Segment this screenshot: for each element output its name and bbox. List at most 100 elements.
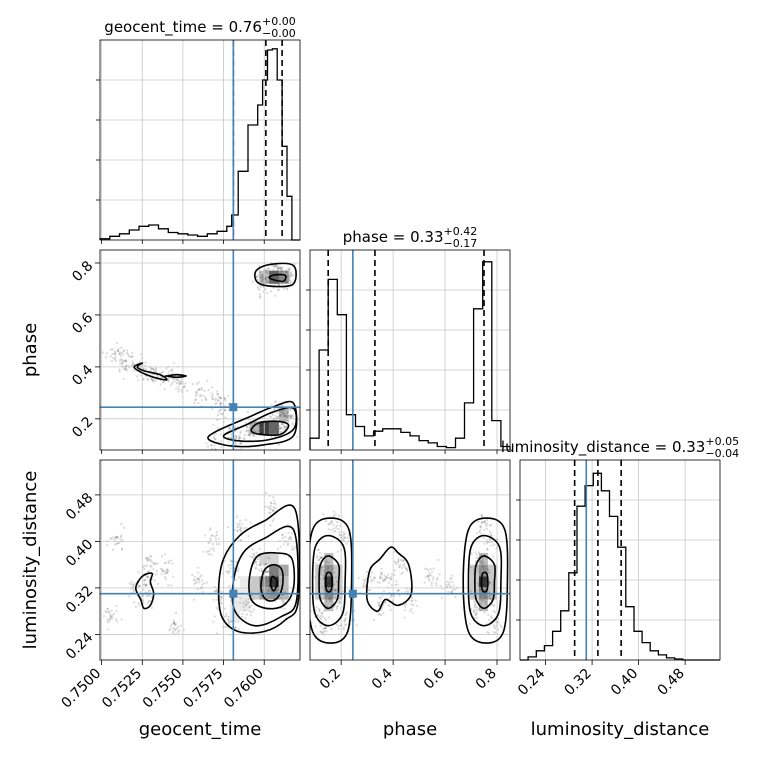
- scatter-point: [239, 528, 242, 531]
- scatter-point: [282, 543, 285, 546]
- scatter-point: [151, 368, 155, 371]
- scatter-point: [289, 414, 292, 417]
- scatter-point: [287, 279, 291, 282]
- scatter-point: [336, 550, 339, 553]
- scatter-point: [247, 429, 251, 433]
- scatter-point: [277, 443, 280, 447]
- scatter-point: [264, 268, 267, 271]
- scatter-point: [104, 610, 107, 613]
- scatter-point: [150, 377, 153, 380]
- scatter-point: [171, 371, 174, 374]
- scatter-point: [173, 380, 176, 383]
- histogram-phase: [309, 261, 511, 450]
- scatter-point: [115, 620, 119, 623]
- scatter-point: [197, 578, 200, 582]
- scatter-point: [341, 539, 344, 542]
- scatter-point: [483, 595, 486, 598]
- scatter-point: [261, 426, 264, 429]
- scatter-point: [105, 611, 108, 614]
- scatter-point: [248, 433, 251, 436]
- scatter-point: [261, 279, 264, 283]
- scatter-point: [275, 425, 278, 428]
- scatter-point: [286, 415, 289, 418]
- scatter-point: [172, 575, 175, 578]
- scatter-point: [319, 614, 322, 618]
- scatter-point: [261, 569, 264, 572]
- scatter-point: [235, 436, 238, 439]
- scatter-point: [477, 581, 480, 584]
- scatter-point: [133, 601, 136, 604]
- scatter-point: [198, 581, 201, 584]
- scatter-point: [268, 508, 271, 511]
- scatter-point: [451, 574, 454, 577]
- scatter-point: [363, 582, 366, 585]
- scatter-point: [259, 295, 262, 298]
- scatter-point: [281, 282, 284, 285]
- scatter-point: [278, 270, 282, 273]
- contour-line: [365, 546, 413, 613]
- scatter-point: [126, 349, 129, 352]
- scatter-point: [115, 536, 118, 539]
- scatter-point: [291, 422, 294, 425]
- scatter-point: [154, 562, 157, 565]
- scatter-point: [201, 394, 204, 397]
- scatter-point: [431, 578, 435, 581]
- scatter-point: [239, 530, 242, 533]
- scatter-point: [383, 601, 386, 604]
- scatter-point: [264, 429, 267, 433]
- scatter-point: [369, 575, 372, 578]
- scatter-point: [133, 583, 136, 587]
- scatter-point: [483, 520, 486, 523]
- scatter-point: [244, 599, 247, 602]
- scatter-point: [289, 281, 292, 284]
- scatter-point: [398, 594, 401, 597]
- scatter-point: [343, 537, 347, 540]
- scatter-point: [240, 615, 243, 618]
- scatter-point: [112, 612, 115, 616]
- scatter-point: [245, 526, 248, 530]
- scatter-point: [106, 607, 109, 611]
- scatter-point: [379, 574, 382, 578]
- scatter-point: [269, 272, 272, 275]
- scatter-point: [322, 610, 325, 613]
- scatter-point: [206, 550, 209, 554]
- contour-line: [467, 534, 503, 627]
- scatter-point: [333, 583, 336, 587]
- scatter-point: [287, 281, 290, 285]
- scatter-point: [276, 548, 280, 551]
- scatter-point: [264, 505, 267, 508]
- scatter-point: [113, 358, 116, 361]
- scatter-point: [283, 425, 287, 428]
- title-plus: +0.00: [262, 15, 296, 28]
- scatter-point: [106, 607, 110, 610]
- scatter-point: [332, 588, 335, 591]
- scatter-point: [321, 556, 324, 559]
- scatter-point: [483, 596, 486, 599]
- scatter-point: [215, 402, 218, 405]
- scatter-point: [248, 433, 251, 437]
- scatter-point: [236, 523, 239, 526]
- scatter-point: [277, 428, 280, 431]
- scatter-point: [486, 518, 489, 522]
- x-tick-label: 0.7500: [58, 665, 104, 711]
- scatter-point: [219, 595, 222, 599]
- scatter-point: [114, 535, 118, 539]
- panel-frames-layer: [99, 39, 721, 661]
- scatter-point: [165, 571, 168, 574]
- scatter-point: [275, 428, 278, 431]
- scatter-point: [474, 605, 477, 608]
- scatter-point: [280, 271, 283, 274]
- scatter-point: [251, 556, 254, 560]
- scatter-point: [475, 608, 478, 611]
- scatter-point: [268, 415, 271, 418]
- scatter-point: [283, 607, 286, 610]
- scatter-point: [409, 609, 412, 613]
- scatter-point: [101, 351, 105, 354]
- scatter-point: [146, 378, 149, 382]
- scatter-point: [146, 570, 149, 574]
- scatter-point: [271, 519, 274, 522]
- scatter-point: [261, 274, 264, 277]
- scatter-point: [257, 430, 260, 433]
- scatter-point: [264, 277, 267, 280]
- scatter-point: [236, 529, 239, 532]
